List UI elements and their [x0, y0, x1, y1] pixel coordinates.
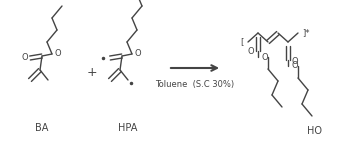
Text: O: O	[262, 52, 268, 61]
Text: O: O	[135, 49, 141, 58]
Text: O: O	[55, 49, 61, 58]
Text: O: O	[22, 53, 28, 62]
Text: ]*: ]*	[302, 28, 309, 38]
Text: HPA: HPA	[118, 123, 138, 133]
Text: O: O	[248, 48, 254, 57]
Text: O: O	[292, 61, 298, 70]
Text: BA: BA	[35, 123, 49, 133]
Text: O: O	[292, 57, 298, 66]
Text: Toluene  (S.C 30%): Toluene (S.C 30%)	[155, 80, 235, 89]
Text: +: +	[87, 66, 97, 79]
Text: HO: HO	[307, 126, 321, 136]
Text: [: [	[241, 38, 244, 47]
